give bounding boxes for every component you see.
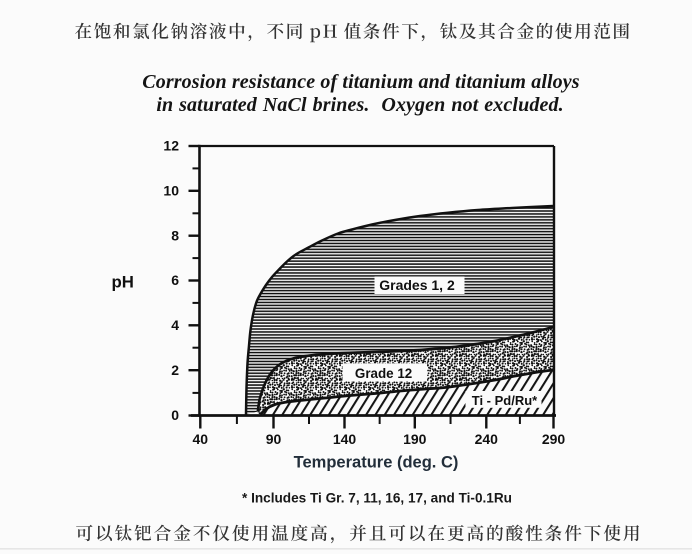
svg-text:6: 6 (171, 272, 179, 288)
svg-text:10: 10 (163, 183, 179, 199)
svg-text:240: 240 (475, 431, 499, 447)
svg-text:40: 40 (193, 431, 209, 447)
svg-text:12: 12 (163, 138, 179, 154)
svg-text:* Includes Ti Gr. 7, 11, 16, 1: * Includes Ti Gr. 7, 11, 16, 17, and Ti-… (242, 491, 512, 506)
svg-text:Grades 1, 2: Grades 1, 2 (379, 277, 455, 293)
svg-text:0: 0 (171, 407, 179, 423)
svg-text:190: 190 (403, 431, 427, 447)
svg-text:90: 90 (266, 431, 282, 447)
svg-text:290: 290 (542, 431, 566, 447)
svg-text:pH: pH (112, 272, 134, 291)
svg-text:140: 140 (333, 431, 357, 447)
svg-text:Grade 12: Grade 12 (355, 366, 412, 381)
svg-text:2: 2 (171, 362, 179, 378)
svg-text:4: 4 (171, 317, 179, 333)
svg-text:Ti - Pd/Ru*: Ti - Pd/Ru* (472, 393, 538, 408)
svg-text:Temperature (deg. C): Temperature (deg. C) (294, 454, 459, 472)
svg-text:8: 8 (171, 227, 179, 243)
